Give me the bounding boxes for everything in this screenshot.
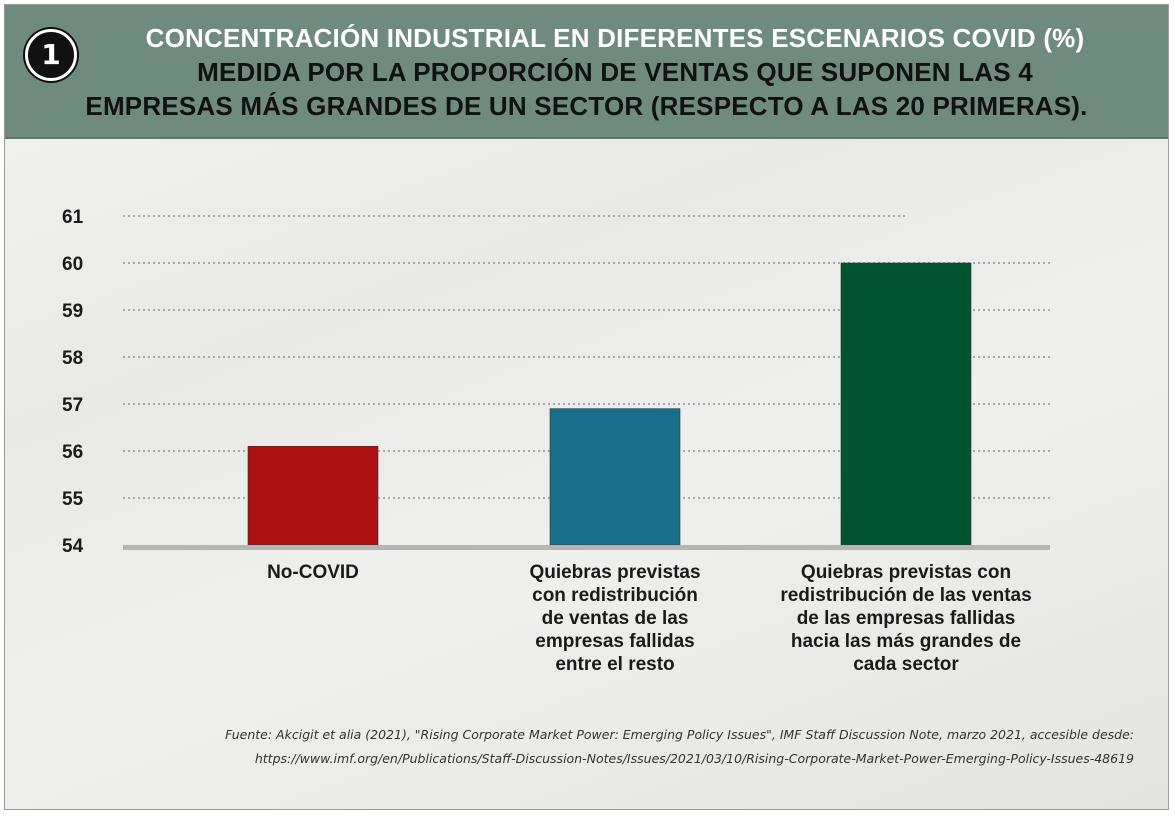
bar-2 (549, 408, 681, 546)
title-line-1: CONCENTRACIÓN INDUSTRIAL EN DIFERENTES E… (145, 23, 1085, 53)
x-category-label-1: No-COVID (267, 562, 359, 583)
y-tick-label-61: 61 (62, 207, 84, 228)
bar-chart: 54 55 56 57 58 59 60 61 (62, 207, 1050, 557)
y-tick-label-57: 57 (62, 395, 83, 416)
chart-frame: 1 CONCENTRACIÓN INDUSTRIAL EN DIFERENTES… (4, 4, 1169, 810)
title-line-3: EMPRESAS MÁS GRANDES DE UN SECTOR (RESPE… (85, 91, 1088, 121)
x-category-label-3: Quiebras previstas con redistribución de… (780, 562, 1032, 675)
title-line-2: MEDIDA POR LA PROPORCIÓN DE VENTAS QUE S… (197, 57, 1033, 87)
source-line-2: https://www.imf.org/en/Publications/Staf… (254, 751, 1134, 766)
bar-1 (247, 445, 379, 546)
x-category-label-2: Quiebras previstas con redistribución de… (529, 562, 701, 675)
chart-number-badge: 1 (25, 29, 77, 81)
bar-3 (840, 262, 972, 546)
y-tick-label-55: 55 (62, 489, 84, 510)
y-tick-label-58: 58 (62, 348, 83, 369)
title-banner: 1 CONCENTRACIÓN INDUSTRIAL EN DIFERENTES… (5, 5, 1168, 139)
y-tick-label-60: 60 (62, 254, 83, 275)
y-tick-label-56: 56 (62, 442, 83, 463)
x-axis-baseline (123, 545, 1050, 550)
y-tick-label-54: 54 (62, 536, 84, 557)
source-line-1: Fuente: Akcigit et alia (2021), "Rising … (225, 727, 1134, 742)
y-tick-label-59: 59 (62, 301, 83, 322)
